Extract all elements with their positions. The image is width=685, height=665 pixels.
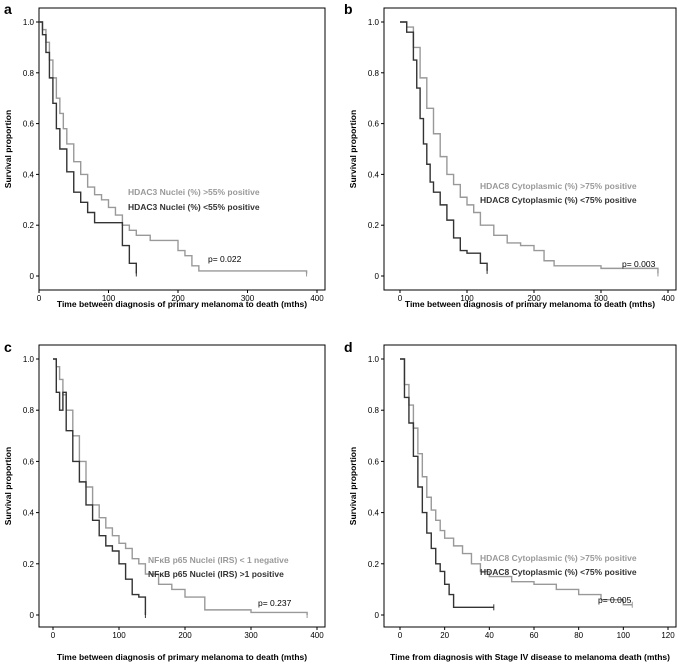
plot-frame [383, 344, 677, 628]
plot-frame [383, 7, 677, 291]
y-tick-label: 0.6 [368, 120, 380, 129]
y-axis-title: Survival proportion [348, 110, 358, 188]
y-axis-title: Survival proportion [348, 447, 358, 525]
ticks: 0 20 40 60 80 100 120 0 0.2 0.4 0.6 0.8 1.0 [368, 355, 675, 640]
x-tick-label: 120 [661, 631, 675, 640]
series-lines [39, 21, 308, 277]
x-tick-label: 0 [51, 631, 56, 640]
series-line-1 [400, 358, 633, 606]
y-tick-label: 0 [375, 611, 380, 620]
y-axis-title: Survival proportion [3, 110, 13, 188]
panel-label: c [4, 339, 12, 355]
y-tick-label: 1.0 [368, 355, 380, 364]
panel-c: c Survival proportion Time between diagn… [3, 339, 326, 662]
p-value: p= 0.005 [598, 595, 632, 605]
p-value: p= 0.237 [258, 598, 292, 608]
legend-entry-1: HDAC8 Cytoplasmic (%) >75% positive [480, 181, 637, 191]
panel-label: b [344, 1, 353, 17]
x-axis-title: Time between diagnosis of primary melano… [57, 299, 307, 309]
series-lines [53, 358, 308, 618]
x-axis-title: Time between diagnosis of primary melano… [405, 299, 655, 309]
legend-entry-1: NFκB p65 Nuclei (IRS) < 1 negative [148, 555, 289, 565]
y-tick-label: 1.0 [23, 355, 35, 364]
y-tick-label: 0.2 [23, 560, 35, 569]
x-tick-label: 80 [574, 631, 583, 640]
x-tick-label: 200 [178, 631, 192, 640]
legend-entry-2: HDAC8 Cytoplasmic (%) <75% positive [480, 567, 637, 577]
legend-entry-1: HDAC8 Cytoplasmic (%) >75% positive [480, 553, 637, 563]
x-tick-label: 300 [594, 294, 608, 303]
legend-entry-2: HDAC3 Nuclei (%) <55% positive [128, 202, 260, 212]
x-tick-label: 100 [112, 631, 126, 640]
y-tick-label: 0.4 [23, 170, 35, 179]
y-tick-label: 0.4 [368, 509, 380, 518]
y-tick-label: 0.6 [23, 120, 35, 129]
plot-frame [38, 344, 326, 628]
x-tick-label: 60 [530, 631, 539, 640]
x-axis-title: Time from diagnosis with Stage IV diseas… [390, 652, 670, 662]
panel-label: d [344, 339, 353, 355]
legend-entry-2: NFκB p65 Nuclei (IRS) >1 positive [148, 569, 284, 579]
p-value: p= 0.003 [622, 259, 656, 269]
legend-entry-2: HDAC8 Cytoplasmic (%) <75% positive [480, 195, 637, 205]
y-tick-label: 0 [375, 272, 380, 281]
x-tick-label: 400 [661, 294, 675, 303]
y-tick-label: 0.8 [368, 69, 380, 78]
y-tick-label: 0.4 [368, 170, 380, 179]
y-tick-label: 1.0 [368, 18, 380, 27]
ticks: 0 100 200 300 400 0 0.2 0.4 0.6 0.8 1.0 [368, 18, 675, 303]
y-tick-label: 0.2 [368, 560, 380, 569]
plot-frame [38, 7, 326, 291]
y-tick-label: 0.6 [368, 457, 380, 466]
panel-d: d Survival proportion Time from diagnosi… [344, 339, 677, 662]
ticks: 0 100 200 300 400 0 0.2 0.4 0.6 0.8 1.0 [23, 18, 324, 303]
x-tick-label: 400 [310, 631, 324, 640]
x-tick-label: 300 [241, 294, 255, 303]
series-lines [400, 21, 659, 277]
y-tick-label: 1.0 [23, 18, 35, 27]
x-tick-label: 200 [527, 294, 541, 303]
y-tick-label: 0 [30, 611, 35, 620]
x-tick-label: 0 [37, 294, 42, 303]
x-tick-label: 300 [244, 631, 258, 640]
y-tick-label: 0.2 [368, 221, 380, 230]
y-tick-label: 0.4 [23, 509, 35, 518]
x-tick-label: 200 [171, 294, 185, 303]
y-tick-label: 0 [30, 272, 35, 281]
y-tick-label: 0.6 [23, 457, 35, 466]
x-tick-label: 20 [440, 631, 449, 640]
p-value: p= 0.022 [208, 254, 242, 264]
panel-b: b Survival proportion Time between diagn… [344, 1, 677, 309]
x-tick-label: 100 [617, 631, 631, 640]
x-tick-label: 0 [398, 631, 403, 640]
panel-label: a [4, 1, 12, 17]
series-line-2 [400, 358, 494, 609]
series-line-1 [39, 21, 308, 274]
panel-a: a Survival proportion Time between diagn… [3, 1, 326, 309]
series-lines [400, 358, 633, 611]
x-tick-label: 40 [485, 631, 494, 640]
series-line-2 [400, 21, 488, 271]
y-axis-title: Survival proportion [3, 447, 13, 525]
series-line-2 [53, 358, 147, 615]
legend-entry-1: HDAC3 Nuclei (%) >55% positive [128, 187, 260, 197]
y-tick-label: 0.8 [23, 69, 35, 78]
x-axis-title: Time between diagnosis of primary melano… [57, 652, 307, 662]
ticks: 0 100 200 300 400 0 0.2 0.4 0.6 0.8 1.0 [23, 355, 324, 640]
series-line-1 [400, 21, 659, 274]
y-tick-label: 0.2 [23, 221, 35, 230]
x-tick-label: 0 [398, 294, 403, 303]
x-tick-label: 100 [102, 294, 116, 303]
x-tick-label: 100 [460, 294, 474, 303]
y-tick-label: 0.8 [23, 406, 35, 415]
y-tick-label: 0.8 [368, 406, 380, 415]
x-tick-label: 400 [310, 294, 324, 303]
series-line-2 [39, 21, 137, 274]
